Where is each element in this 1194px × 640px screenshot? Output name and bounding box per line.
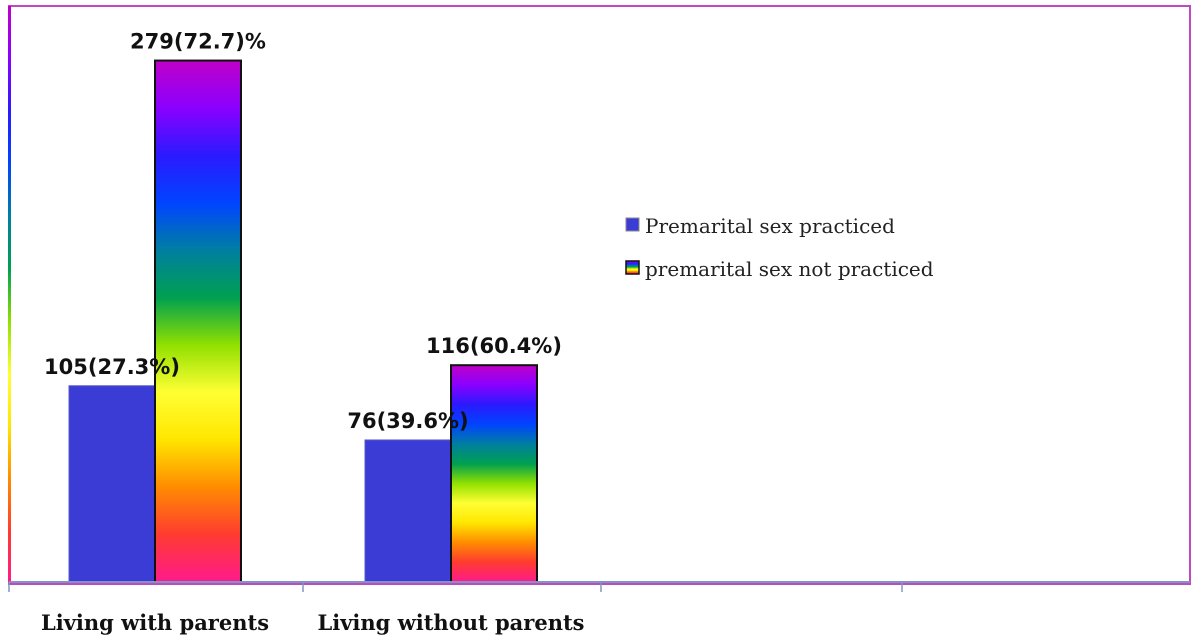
data-label-series0-cat1: 76(39.6%) [347, 409, 468, 433]
category-label-living-with-parents: Living with parents [41, 610, 269, 635]
bar-series1-cat0 [154, 59, 242, 584]
legend-swatch-not-practiced [625, 260, 640, 275]
data-label-series1-cat0: 279(72.7)% [130, 30, 266, 54]
legend: Premarital sex practiced premarital sex … [625, 214, 934, 281]
category-label-living-without-parents: Living without parents [317, 610, 584, 635]
data-label-series0-cat0: 105(27.3%) [44, 355, 180, 379]
data-labels-group: 105(27.3%) 279(72.7)% 76(39.6%) 116(60.4%) [44, 30, 562, 433]
bars-group [68, 59, 538, 584]
frame-left-edge [8, 6, 11, 584]
bar-series0-cat1 [364, 439, 452, 583]
legend-swatch-practiced [625, 217, 640, 232]
data-label-series1-cat1: 116(60.4%) [426, 334, 562, 358]
x-axis-ticks [8, 582, 903, 592]
legend-label-not-practiced: premarital sex not practiced [645, 257, 934, 281]
bar-series1-cat1 [450, 364, 538, 584]
bar-series0-cat0 [68, 385, 156, 583]
legend-label-practiced: Premarital sex practiced [645, 214, 895, 238]
